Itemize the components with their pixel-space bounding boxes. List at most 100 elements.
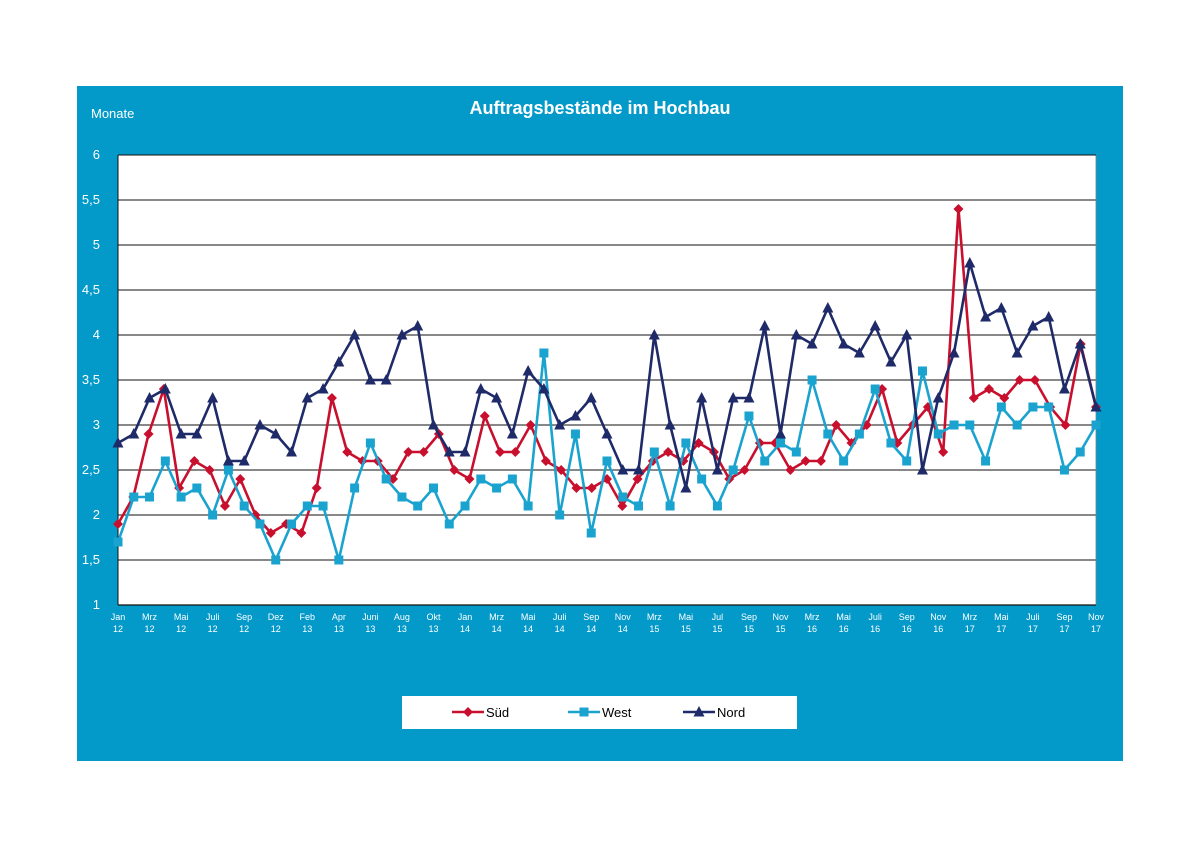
x-tick-label-year: 16 [870, 624, 880, 634]
data-point-west [413, 501, 423, 511]
x-tick-label-year: 13 [365, 624, 375, 634]
data-point-nord [948, 347, 960, 358]
x-tick-label: Nov [1088, 612, 1105, 622]
data-point-nord [443, 446, 455, 457]
data-point-sd [296, 528, 307, 538]
x-tick-label: Nov [930, 612, 947, 622]
data-point-west [523, 501, 533, 511]
y-tick-label: 5,5 [82, 192, 100, 207]
data-point-sd [113, 519, 123, 529]
data-point-nord [1074, 338, 1086, 349]
data-point-nord [1090, 401, 1102, 412]
x-tick-label-year: 14 [523, 624, 533, 634]
series-west [113, 348, 1101, 565]
data-point-west [492, 483, 502, 493]
data-point-nord [901, 329, 913, 340]
x-tick-label-year: 14 [618, 624, 628, 634]
x-tick-label: Juli [1026, 612, 1040, 622]
y-tick-label: 3 [93, 417, 100, 432]
data-point-nord [585, 392, 597, 403]
legend-label-nord: Nord [717, 705, 745, 720]
data-point-west [302, 501, 312, 511]
data-point-nord [317, 383, 329, 394]
x-tick-label-year: 12 [239, 624, 249, 634]
data-point-west [129, 492, 139, 502]
legend-marker-west [579, 707, 589, 717]
data-point-sd [785, 465, 796, 475]
x-tick-label: Sep [1056, 612, 1072, 622]
data-point-west [807, 375, 817, 385]
data-point-nord [286, 446, 298, 457]
x-tick-label: Mai [174, 612, 189, 622]
data-point-west [397, 492, 407, 502]
x-tick-label-year: 14 [586, 624, 596, 634]
data-point-nord [775, 428, 787, 439]
data-point-west [365, 438, 375, 448]
x-tick-label-year: 15 [776, 624, 786, 634]
data-point-nord [1027, 320, 1039, 331]
y-tick-label: 1,5 [82, 552, 100, 567]
data-point-west [192, 483, 202, 493]
data-point-nord [238, 455, 250, 466]
data-point-sd [586, 483, 597, 493]
data-point-west [933, 429, 943, 439]
data-point-nord [759, 320, 771, 331]
x-tick-label-year: 16 [807, 624, 817, 634]
data-point-west [791, 447, 801, 457]
data-point-west [271, 555, 281, 565]
data-point-nord [396, 329, 408, 340]
data-point-nord [648, 329, 660, 340]
data-point-west [902, 456, 912, 466]
data-point-nord [427, 419, 439, 430]
data-point-west [886, 438, 896, 448]
data-point-west [697, 474, 707, 484]
data-point-west [681, 438, 691, 448]
data-point-sd [617, 501, 628, 511]
data-point-nord [349, 329, 361, 340]
data-point-sd [831, 420, 842, 430]
x-tick-label-year: 13 [428, 624, 438, 634]
data-point-nord [207, 392, 219, 403]
data-point-west [555, 510, 565, 520]
y-tick-label: 2,5 [82, 462, 100, 477]
data-point-nord [412, 320, 424, 331]
x-tick-label: Sep [741, 612, 757, 622]
data-point-nord [617, 464, 629, 475]
x-tick-label: Nov [773, 612, 790, 622]
data-point-west [870, 384, 880, 394]
data-point-nord [159, 383, 171, 394]
data-point-west [381, 474, 391, 484]
data-point-west [1012, 420, 1022, 430]
series-nord [112, 257, 1102, 493]
x-tick-label: Mrz [489, 612, 504, 622]
data-point-sd [953, 204, 964, 214]
x-tick-label: Apr [332, 612, 346, 622]
data-point-nord [1011, 347, 1023, 358]
x-tick-label-year: 14 [555, 624, 565, 634]
x-tick-label-year: 12 [271, 624, 281, 634]
legend-label-west: West [602, 705, 632, 720]
data-point-nord [491, 392, 503, 403]
x-tick-label: Okt [426, 612, 441, 622]
data-point-west [1091, 420, 1101, 430]
data-point-sd [495, 447, 506, 457]
data-point-sd [525, 420, 536, 430]
data-point-sd [663, 447, 674, 457]
data-point-sd [1029, 375, 1040, 385]
data-point-nord [506, 428, 518, 439]
data-point-west [949, 420, 959, 430]
x-tick-label: Mrz [647, 612, 662, 622]
data-point-west [602, 456, 612, 466]
y-axis-unit-label: Monate [91, 106, 134, 121]
x-tick-label-year: 15 [681, 624, 691, 634]
data-point-sd [219, 501, 230, 511]
data-point-west [507, 474, 517, 484]
x-tick-label: Mrz [142, 612, 157, 622]
x-tick-label: Sep [899, 612, 915, 622]
data-point-west [839, 456, 849, 466]
x-tick-label: Jul [712, 612, 724, 622]
x-tick-label-year: 16 [839, 624, 849, 634]
x-tick-label-year: 17 [1059, 624, 1069, 634]
data-point-west [428, 483, 438, 493]
data-point-sd [510, 447, 521, 457]
